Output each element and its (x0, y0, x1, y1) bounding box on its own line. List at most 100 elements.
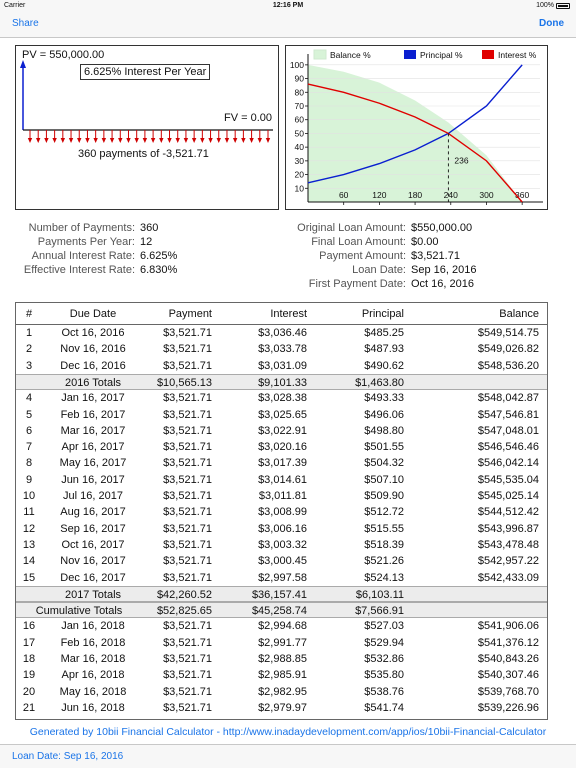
down-arrow-icon (159, 138, 164, 143)
summary-value: 12 (140, 236, 153, 248)
cell-balance: $541,376.12 (477, 636, 539, 649)
summary-label: Payments Per Year: (37, 236, 135, 248)
down-arrow-icon (150, 138, 156, 143)
summary-row: Payment Amount: $3,521.71 (0, 250, 576, 264)
loan-date-button[interactable]: Loan Date: Sep 16, 2016 (12, 751, 124, 762)
cell-date: Feb 16, 2018 (60, 636, 126, 649)
cell-payment: $3,521.71 (163, 441, 212, 454)
cell-balance: $540,307.46 (477, 669, 539, 682)
cell-balance: $545,535.04 (477, 473, 539, 486)
table-row: 21 Jun 16, 2018 $3,521.71 $2,979.97 $541.74 $… (16, 700, 547, 716)
x-tick-label: 240 (444, 190, 458, 200)
table-row: 6 Mar 16, 2017 $3,521.71 $3,022.91 $498.80 $5… (16, 423, 547, 439)
cell-num: 12 (22, 522, 36, 535)
down-arrow-icon (68, 138, 74, 143)
cell-interest: $3,031.09 (258, 359, 307, 372)
summary-row: Loan Date: Sep 16, 2016 (0, 264, 576, 278)
battery-indicator: 100% (536, 2, 570, 9)
cell-principal: $490.62 (364, 359, 404, 372)
cell-principal: $529.94 (364, 636, 404, 649)
cell-interest: $3,028.38 (258, 392, 307, 405)
cell-date: Jun 16, 2017 (61, 473, 125, 486)
cell-interest: $2,994.68 (258, 620, 307, 633)
down-arrow-icon (142, 138, 148, 143)
principal-line (307, 64, 523, 184)
cell-balance: $540,843.26 (477, 653, 539, 665)
table-row: 14 Nov 16, 2017 $3,521.71 $3,000.45 $521.26 $… (16, 553, 547, 569)
summary-value: $0.00 (411, 236, 439, 248)
table-header: # Due Date Payment Interest Principal Ba… (16, 303, 547, 325)
cell-payment: $42,260.52 (156, 588, 212, 601)
down-arrow-icon (27, 138, 33, 143)
down-arrow-icon (241, 138, 246, 143)
cell-num: 1 (25, 327, 33, 339)
cell-num: 2 (25, 343, 33, 356)
y-tick-label: 90 (295, 74, 305, 84)
summary-label: First Payment Date: (308, 278, 406, 290)
cell-interest: $3,011.81 (258, 490, 307, 502)
cell-principal: $496.06 (364, 408, 404, 421)
cell-date: Cumulative Totals (35, 605, 123, 618)
down-arrow-icon (134, 138, 139, 143)
down-arrow-icon (44, 138, 49, 143)
cell-date: Aug 16, 2017 (60, 506, 126, 519)
summary-row: Original Loan Amount: $550,000.00 (0, 222, 576, 236)
summary-value: 360 (140, 222, 159, 234)
down-arrow-icon (265, 138, 271, 143)
summary-label: Loan Date: (352, 264, 406, 276)
cell-interest: $3,008.99 (258, 506, 307, 519)
cell-interest: $3,006.16 (258, 522, 307, 535)
cell-payment: $3,521.71 (163, 424, 212, 437)
cell-interest: $2,982.95 (258, 685, 307, 698)
y-tick-label: 70 (295, 101, 305, 111)
cell-num: 8 (25, 457, 33, 470)
cell-interest: $2,985.91 (258, 669, 307, 682)
cell-payment: $3,521.71 (163, 473, 212, 486)
cell-balance: $546,042.14 (477, 457, 539, 470)
summary-row: Final Loan Amount: $0.00 (0, 236, 576, 250)
cell-num: 16 (22, 620, 36, 633)
cell-interest: $2,997.58 (258, 571, 307, 584)
down-arrow-icon (200, 138, 205, 143)
cell-date: Jan 16, 2018 (61, 620, 125, 633)
cell-principal: $535.80 (364, 669, 404, 682)
cell-num: 11 (23, 506, 35, 519)
cell-date: Mar 16, 2017 (60, 424, 126, 437)
cell-principal: $501.55 (364, 441, 404, 454)
cell-interest: $2,988.85 (258, 653, 307, 665)
cell-balance: $547,048.01 (477, 424, 539, 437)
cell-payment: $3,521.71 (163, 555, 212, 568)
cash-flow-svg (20, 60, 273, 143)
cell-principal: $512.72 (364, 506, 404, 519)
legend-swatch (404, 50, 416, 59)
cell-payment: $3,521.71 (163, 506, 212, 519)
cell-date: Oct 16, 2017 (61, 538, 125, 551)
cell-balance: $542,433.09 (477, 571, 539, 584)
cell-date: Dec 16, 2016 (60, 359, 126, 372)
y-tick-label: 30 (295, 156, 305, 166)
x-tick-label: 60 (339, 190, 349, 200)
cell-num: 13 (22, 538, 36, 551)
cell-interest: $3,017.39 (258, 457, 307, 470)
totals-row: Cumulative Totals $52,825.65 $45,258.74 $7,… (16, 602, 547, 619)
cash-flow-diagram: PV = 550,000.00 6.625% Interest Per Year… (15, 45, 279, 210)
cell-date: 2017 Totals (64, 588, 122, 601)
cell-interest: $2,979.97 (258, 701, 307, 714)
cell-principal: $7,566.91 (355, 605, 404, 618)
table-row: 20 May 16, 2018 $3,521.71 $2,982.95 $538.76 $… (16, 684, 547, 700)
table-row: 13 Oct 16, 2017 $3,521.71 $3,003.32 $518.39 $… (16, 537, 547, 553)
share-button[interactable]: Share (12, 18, 39, 29)
summary-row: First Payment Date: Oct 16, 2016 (0, 278, 576, 292)
cell-date: May 16, 2018 (59, 685, 127, 698)
payment-arrows (27, 130, 271, 143)
cell-principal: $515.55 (364, 522, 404, 535)
table-row: 4 Jan 16, 2017 $3,521.71 $3,028.38 $493.33 $5… (16, 390, 547, 406)
amortization-table[interactable]: # Due Date Payment Interest Principal Ba… (15, 302, 548, 720)
interest-rate-box: 6.625% Interest Per Year (80, 64, 211, 80)
cell-payment: $3,521.71 (163, 701, 212, 714)
done-button[interactable]: Done (539, 18, 564, 29)
cell-num: 17 (22, 636, 36, 649)
generated-by-link[interactable]: Generated by 10bii Financial Calculator … (29, 726, 547, 738)
cell-principal: $538.76 (364, 685, 404, 698)
cell-payment: $3,521.71 (163, 457, 212, 470)
